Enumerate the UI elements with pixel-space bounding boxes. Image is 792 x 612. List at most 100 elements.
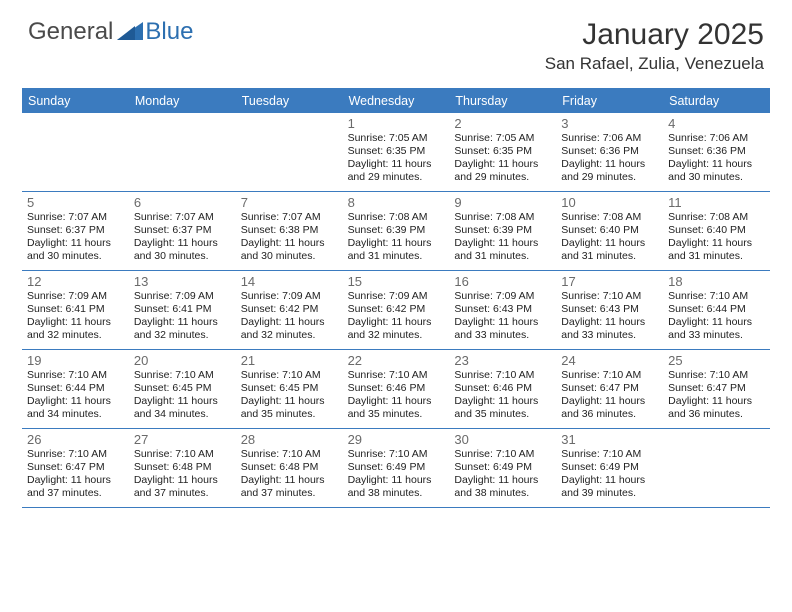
day-details: Sunrise: 7:10 AMSunset: 6:47 PMDaylight:… [561,369,659,422]
day-header-cell: Sunday [22,90,129,113]
day-cell [129,113,236,191]
day-number: 29 [348,432,446,447]
day-number: 27 [134,432,232,447]
day-cell: 12Sunrise: 7:09 AMSunset: 6:41 PMDayligh… [22,271,129,349]
day-header-cell: Thursday [449,90,556,113]
day-cell: 1Sunrise: 7:05 AMSunset: 6:35 PMDaylight… [343,113,450,191]
day-number: 23 [454,353,552,368]
logo: General Blue [28,18,193,46]
day-cell: 28Sunrise: 7:10 AMSunset: 6:48 PMDayligh… [236,429,343,507]
day-cell: 21Sunrise: 7:10 AMSunset: 6:45 PMDayligh… [236,350,343,428]
day-cell: 10Sunrise: 7:08 AMSunset: 6:40 PMDayligh… [556,192,663,270]
day-cell: 26Sunrise: 7:10 AMSunset: 6:47 PMDayligh… [22,429,129,507]
day-cell [236,113,343,191]
day-cell: 19Sunrise: 7:10 AMSunset: 6:44 PMDayligh… [22,350,129,428]
day-details: Sunrise: 7:05 AMSunset: 6:35 PMDaylight:… [348,132,446,185]
day-cell: 16Sunrise: 7:09 AMSunset: 6:43 PMDayligh… [449,271,556,349]
day-details: Sunrise: 7:10 AMSunset: 6:49 PMDaylight:… [454,448,552,501]
day-number: 8 [348,195,446,210]
day-cell: 8Sunrise: 7:08 AMSunset: 6:39 PMDaylight… [343,192,450,270]
day-number: 7 [241,195,339,210]
day-details: Sunrise: 7:10 AMSunset: 6:48 PMDaylight:… [134,448,232,501]
day-cell: 3Sunrise: 7:06 AMSunset: 6:36 PMDaylight… [556,113,663,191]
day-details: Sunrise: 7:09 AMSunset: 6:42 PMDaylight:… [241,290,339,343]
week-row: 12Sunrise: 7:09 AMSunset: 6:41 PMDayligh… [22,271,770,350]
logo-text-blue: Blue [145,18,193,46]
day-cell: 11Sunrise: 7:08 AMSunset: 6:40 PMDayligh… [663,192,770,270]
day-cell: 5Sunrise: 7:07 AMSunset: 6:37 PMDaylight… [22,192,129,270]
day-details: Sunrise: 7:07 AMSunset: 6:37 PMDaylight:… [27,211,125,264]
day-details: Sunrise: 7:10 AMSunset: 6:47 PMDaylight:… [27,448,125,501]
day-cell: 24Sunrise: 7:10 AMSunset: 6:47 PMDayligh… [556,350,663,428]
day-details: Sunrise: 7:06 AMSunset: 6:36 PMDaylight:… [668,132,766,185]
day-cell: 27Sunrise: 7:10 AMSunset: 6:48 PMDayligh… [129,429,236,507]
day-number: 26 [27,432,125,447]
location: San Rafael, Zulia, Venezuela [545,54,764,74]
day-cell: 4Sunrise: 7:06 AMSunset: 6:36 PMDaylight… [663,113,770,191]
day-cell [22,113,129,191]
day-number: 11 [668,195,766,210]
day-cell: 7Sunrise: 7:07 AMSunset: 6:38 PMDaylight… [236,192,343,270]
day-details: Sunrise: 7:10 AMSunset: 6:43 PMDaylight:… [561,290,659,343]
day-cell: 29Sunrise: 7:10 AMSunset: 6:49 PMDayligh… [343,429,450,507]
day-cell: 23Sunrise: 7:10 AMSunset: 6:46 PMDayligh… [449,350,556,428]
day-details: Sunrise: 7:09 AMSunset: 6:43 PMDaylight:… [454,290,552,343]
day-cell: 17Sunrise: 7:10 AMSunset: 6:43 PMDayligh… [556,271,663,349]
day-header-row: SundayMondayTuesdayWednesdayThursdayFrid… [22,90,770,113]
day-number: 9 [454,195,552,210]
calendar: SundayMondayTuesdayWednesdayThursdayFrid… [22,88,770,508]
day-number: 4 [668,116,766,131]
day-cell: 20Sunrise: 7:10 AMSunset: 6:45 PMDayligh… [129,350,236,428]
day-header-cell: Saturday [663,90,770,113]
day-details: Sunrise: 7:10 AMSunset: 6:44 PMDaylight:… [668,290,766,343]
day-cell: 31Sunrise: 7:10 AMSunset: 6:49 PMDayligh… [556,429,663,507]
day-details: Sunrise: 7:09 AMSunset: 6:41 PMDaylight:… [134,290,232,343]
day-number: 22 [348,353,446,368]
day-number: 17 [561,274,659,289]
week-row: 19Sunrise: 7:10 AMSunset: 6:44 PMDayligh… [22,350,770,429]
day-number: 19 [27,353,125,368]
day-number: 21 [241,353,339,368]
day-details: Sunrise: 7:10 AMSunset: 6:45 PMDaylight:… [134,369,232,422]
day-header-cell: Tuesday [236,90,343,113]
day-number: 2 [454,116,552,131]
day-cell: 15Sunrise: 7:09 AMSunset: 6:42 PMDayligh… [343,271,450,349]
day-number: 24 [561,353,659,368]
day-cell: 2Sunrise: 7:05 AMSunset: 6:35 PMDaylight… [449,113,556,191]
day-cell [663,429,770,507]
day-header-cell: Friday [556,90,663,113]
day-cell: 13Sunrise: 7:09 AMSunset: 6:41 PMDayligh… [129,271,236,349]
day-number: 3 [561,116,659,131]
day-details: Sunrise: 7:07 AMSunset: 6:38 PMDaylight:… [241,211,339,264]
day-header-cell: Monday [129,90,236,113]
day-cell: 22Sunrise: 7:10 AMSunset: 6:46 PMDayligh… [343,350,450,428]
day-details: Sunrise: 7:07 AMSunset: 6:37 PMDaylight:… [134,211,232,264]
day-cell: 18Sunrise: 7:10 AMSunset: 6:44 PMDayligh… [663,271,770,349]
day-details: Sunrise: 7:10 AMSunset: 6:46 PMDaylight:… [348,369,446,422]
day-cell: 6Sunrise: 7:07 AMSunset: 6:37 PMDaylight… [129,192,236,270]
day-details: Sunrise: 7:10 AMSunset: 6:49 PMDaylight:… [348,448,446,501]
day-number: 12 [27,274,125,289]
day-number: 10 [561,195,659,210]
day-details: Sunrise: 7:10 AMSunset: 6:47 PMDaylight:… [668,369,766,422]
day-number: 16 [454,274,552,289]
title-block: January 2025 San Rafael, Zulia, Venezuel… [545,18,764,74]
day-details: Sunrise: 7:09 AMSunset: 6:41 PMDaylight:… [27,290,125,343]
day-number: 1 [348,116,446,131]
day-details: Sunrise: 7:06 AMSunset: 6:36 PMDaylight:… [561,132,659,185]
day-details: Sunrise: 7:08 AMSunset: 6:40 PMDaylight:… [561,211,659,264]
day-details: Sunrise: 7:08 AMSunset: 6:39 PMDaylight:… [454,211,552,264]
day-number: 20 [134,353,232,368]
day-cell: 30Sunrise: 7:10 AMSunset: 6:49 PMDayligh… [449,429,556,507]
day-number: 31 [561,432,659,447]
month-title: January 2025 [545,18,764,52]
day-details: Sunrise: 7:05 AMSunset: 6:35 PMDaylight:… [454,132,552,185]
day-cell: 14Sunrise: 7:09 AMSunset: 6:42 PMDayligh… [236,271,343,349]
day-cell: 9Sunrise: 7:08 AMSunset: 6:39 PMDaylight… [449,192,556,270]
day-details: Sunrise: 7:10 AMSunset: 6:45 PMDaylight:… [241,369,339,422]
logo-triangle-icon [117,20,143,45]
day-details: Sunrise: 7:08 AMSunset: 6:40 PMDaylight:… [668,211,766,264]
week-row: 5Sunrise: 7:07 AMSunset: 6:37 PMDaylight… [22,192,770,271]
day-number: 15 [348,274,446,289]
logo-text-general: General [28,18,113,46]
